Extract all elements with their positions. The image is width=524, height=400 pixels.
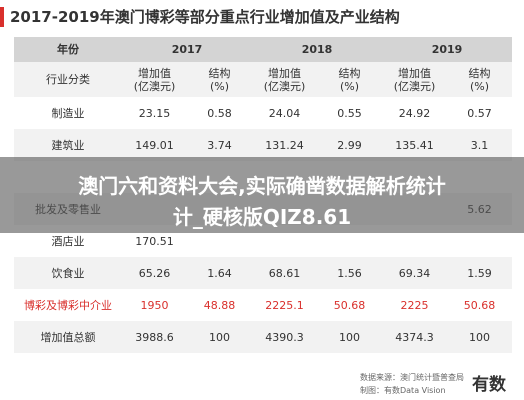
source-text: 澳门统计暨普查局	[400, 373, 464, 382]
table-cell: 24.92	[398, 106, 431, 120]
header-row	[14, 37, 512, 62]
table-cell: 23.15	[138, 106, 171, 120]
row-background	[14, 129, 512, 161]
row-label: 增加值总额	[40, 330, 96, 344]
overlay-line: 澳门六和资料大会,实际确凿数据解析统计	[78, 174, 446, 198]
table-cell: 149.01	[135, 138, 174, 152]
row-background	[14, 321, 512, 353]
subheader-row	[14, 62, 512, 97]
table-cell: 1.59	[467, 266, 492, 280]
table-cell: 100	[469, 330, 490, 344]
table-cell: 170.51	[135, 234, 174, 248]
row-label: 酒店业	[51, 234, 85, 248]
header-cell: 年份	[57, 43, 79, 56]
overlay-band	[0, 157, 524, 233]
row-background	[14, 289, 512, 321]
logo: 有数	[472, 375, 506, 395]
credit-label: 制图：	[360, 386, 384, 395]
table-cell: 2.99	[337, 138, 362, 152]
table-cell: 2225.1	[265, 298, 304, 312]
table-cell: 135.41	[395, 138, 434, 152]
table-cell: 100	[339, 330, 360, 344]
source-label: 数据来源：	[360, 373, 400, 382]
row-background	[14, 97, 512, 129]
source: 数据来源：澳门统计暨普查局	[360, 372, 464, 383]
subheader-cell: 增加值 (亿澳元)	[393, 66, 436, 93]
table-cell: 3988.6	[135, 330, 174, 344]
table-cell: 1.64	[207, 266, 232, 280]
table-cell: 50.68	[333, 298, 366, 312]
table-cell: 65.26	[138, 266, 171, 280]
credit-text: 有数Data Vision	[384, 386, 446, 395]
table-cell: 131.24	[265, 138, 304, 152]
table-cell: 2225	[400, 298, 429, 312]
row-label: 建筑业	[51, 138, 85, 152]
table-cell: 4390.3	[265, 330, 304, 344]
header-cell: 2018	[301, 43, 333, 56]
table-cell: 4374.3	[395, 330, 434, 344]
table-cell: 24.04	[268, 106, 301, 120]
table-cell: 69.34	[398, 266, 431, 280]
table-cell: 0.57	[467, 106, 492, 120]
table-cell: 3.74	[207, 138, 232, 152]
table-cell: 50.68	[463, 298, 496, 312]
table-cell: 1950	[140, 298, 169, 312]
table-cell: 48.88	[203, 298, 236, 312]
subheader-cell: 结构 (%)	[468, 66, 491, 93]
title-accent	[0, 7, 4, 27]
header-cell: 2019	[431, 43, 463, 56]
title: 2017-2019年澳门博彩等部分重点行业增加值及产业结构	[10, 8, 400, 26]
row-label: 制造业	[51, 106, 85, 120]
overlay-line: 计_硬核版QIZ8.61	[172, 205, 352, 229]
subheader-cell: 增加值 (亿澳元)	[263, 66, 306, 93]
table-cell: 0.55	[337, 106, 362, 120]
credit: 制图：有数Data Vision	[360, 385, 446, 396]
table-cell: 68.61	[268, 266, 301, 280]
header-cell: 2017	[171, 43, 203, 56]
table-cell: 3.1	[470, 138, 489, 152]
row-label: 博彩及博彩中介业	[24, 298, 112, 312]
table-cell: 100	[209, 330, 230, 344]
table-cell: 1.56	[337, 266, 362, 280]
subheader-cell: 增加值 (亿澳元)	[133, 66, 176, 93]
subheader-cell: 结构 (%)	[338, 66, 361, 93]
subheader-cell: 结构 (%)	[208, 66, 231, 93]
subheader-cell: 行业分类	[46, 73, 90, 86]
row-background	[14, 257, 512, 289]
row-label: 饮食业	[51, 266, 85, 280]
table-cell: 0.58	[207, 106, 232, 120]
